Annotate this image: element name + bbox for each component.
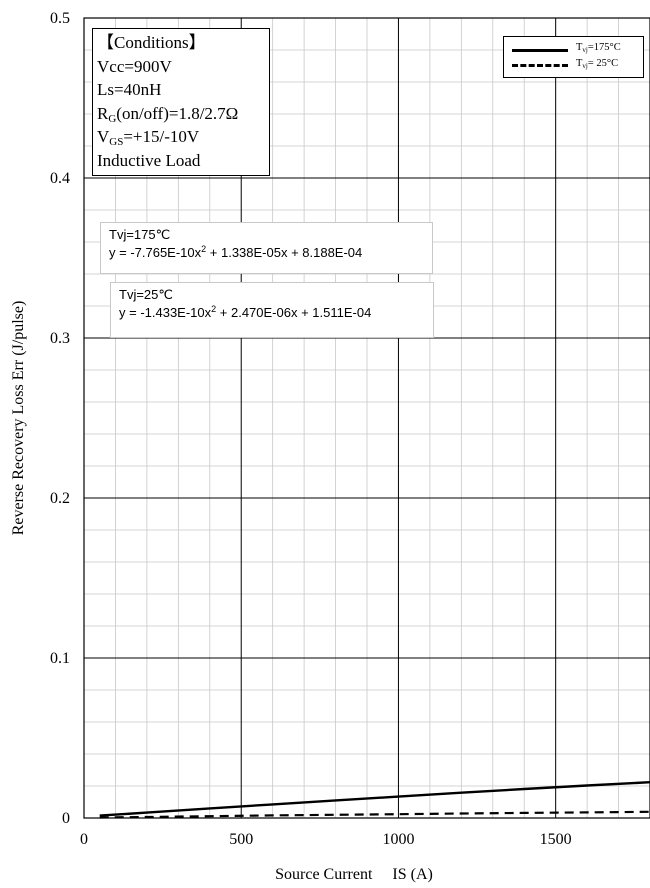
fit-label-175: Tvj=175℃: [109, 227, 171, 242]
x-tick-label: 500: [229, 831, 253, 848]
y-tick-label: 0.1: [50, 650, 70, 667]
legend-label-175: Tvj=175°C: [576, 42, 621, 54]
fit-label-25: Tvj=25℃: [119, 287, 173, 302]
series-layer: [99, 781, 650, 819]
legend-swatch-25: [512, 64, 568, 67]
condition-rg: RG(on/off)=1.8/2.7Ω: [97, 103, 239, 125]
tick-labels: 0 500 1000 1500 0 0.1 0.2 0.3 0.4 0.5: [50, 10, 572, 848]
x-tick-label: 1000: [382, 831, 414, 848]
x-tick-label: 1500: [540, 831, 572, 848]
condition-load: Inductive Load: [97, 150, 201, 170]
fit-equation-175: Tvj=175℃ y = -7.765E-10x2 + 1.338E-05x +…: [100, 222, 433, 274]
legend-swatch-175: [512, 49, 568, 52]
y-tick-label: 0.4: [50, 170, 70, 187]
legend-label-25: Tvj= 25°C: [576, 58, 619, 70]
y-axis-label: Reverse Recovery Loss Err (J/pulse): [10, 300, 27, 536]
x-tick-label: 0: [80, 831, 88, 848]
series-line-25: [99, 810, 650, 819]
fit-equation-25: Tvj=25℃ y = -1.433E-10x2 + 2.470E-06x + …: [110, 282, 434, 338]
y-tick-label: 0.2: [50, 490, 70, 507]
legend: Tvj=175°C Tvj= 25°C: [503, 36, 644, 78]
y-tick-label: 0.5: [50, 10, 70, 27]
condition-vgs: VGS=+15/-10V: [97, 127, 200, 148]
conditions-box: 【Conditions】 Vcc=900V Ls=40nH RG(on/off)…: [92, 28, 270, 176]
x-axis-label: Source Current IS (A): [275, 866, 433, 883]
fit-equation-175-text: y = -7.765E-10x2 + 1.338E-05x + 8.188E-0…: [109, 244, 363, 261]
fit-equation-25-text: y = -1.433E-10x2 + 2.470E-06x + 1.511E-0…: [119, 304, 372, 321]
plot-frame: [83, 17, 650, 819]
y-tick-label: 0: [62, 810, 70, 827]
condition-ls: Ls=40nH: [97, 80, 162, 99]
y-tick-label: 0.3: [50, 330, 70, 347]
conditions-title: 【Conditions】: [97, 33, 206, 52]
series-line-175: [99, 781, 650, 817]
major-grid: [84, 18, 650, 818]
condition-vcc: Vcc=900V: [97, 56, 172, 76]
